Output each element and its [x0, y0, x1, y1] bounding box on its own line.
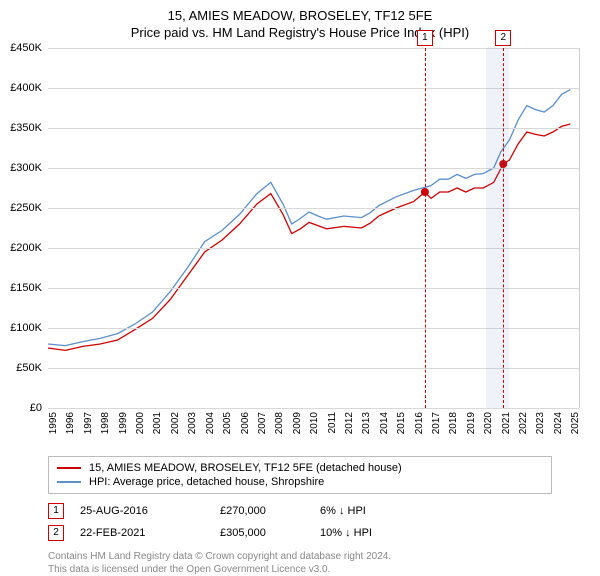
shaded-region: [486, 48, 510, 408]
legend: 15, AMIES MEADOW, BROSELEY, TF12 5FE (de…: [48, 456, 552, 494]
y-axis-label: £0: [30, 402, 42, 414]
event-row: 2 22-FEB-2021£305,00010% ↓ HPI: [48, 522, 552, 544]
y-axis-label: £50K: [16, 362, 42, 374]
event-marker-label: 2: [495, 30, 511, 46]
x-axis-label: 2005: [222, 412, 233, 434]
x-axis-label: 2025: [570, 412, 581, 434]
attribution: Contains HM Land Registry data © Crown c…: [48, 550, 552, 576]
x-axis-label: 1996: [65, 412, 76, 434]
x-axis-label: 2003: [187, 412, 198, 434]
x-axis-label: 2000: [135, 412, 146, 434]
x-axis-label: 2009: [292, 412, 303, 434]
x-axis-label: 2011: [327, 412, 338, 434]
attribution-line: This data is licensed under the Open Gov…: [48, 563, 552, 576]
x-axis-label: 2018: [448, 412, 459, 434]
x-axis-label: 2017: [431, 412, 442, 434]
x-axis-label: 2008: [274, 412, 285, 434]
event-price: £270,000: [220, 505, 320, 517]
chart-title: 15, AMIES MEADOW, BROSELEY, TF12 5FE: [0, 0, 600, 23]
x-axis-label: 2020: [483, 412, 494, 434]
y-axis-label: £350K: [10, 122, 42, 134]
y-axis-label: £450K: [10, 42, 42, 54]
x-axis-label: 1998: [100, 412, 111, 434]
x-axis-label: 1997: [83, 412, 94, 434]
event-number: 2: [48, 525, 64, 541]
x-axis-label: 1999: [118, 412, 129, 434]
event-price: £305,000: [220, 527, 320, 539]
x-axis-label: 2019: [466, 412, 477, 434]
event-row: 1 25-AUG-2016£270,0006% ↓ HPI: [48, 500, 552, 522]
x-axis-label: 2002: [170, 412, 181, 434]
y-axis-label: £100K: [10, 322, 42, 334]
x-axis-label: 2012: [344, 412, 355, 434]
event-diff: 6% ↓ HPI: [320, 505, 420, 517]
legend-swatch: [57, 481, 81, 483]
y-axis-label: £300K: [10, 162, 42, 174]
x-axis-label: 2001: [152, 412, 163, 434]
legend-swatch: [57, 467, 81, 469]
y-axis-label: £250K: [10, 202, 42, 214]
x-axis-label: 2014: [379, 412, 390, 434]
chart-plot-area: £0£50K£100K£150K£200K£250K£300K£350K£400…: [48, 48, 580, 408]
legend-label: HPI: Average price, detached house, Shro…: [89, 476, 324, 488]
event-number: 1: [48, 503, 64, 519]
event-marker-label: 1: [417, 30, 433, 46]
x-axis-label: 2022: [518, 412, 529, 434]
x-axis-label: 2024: [553, 412, 564, 434]
events-table: 1 25-AUG-2016£270,0006% ↓ HPI 2 22-FEB-2021…: [48, 500, 552, 544]
event-line: [503, 48, 504, 408]
attribution-line: Contains HM Land Registry data © Crown c…: [48, 550, 552, 563]
x-axis-label: 2010: [309, 412, 320, 434]
event-line: [425, 48, 426, 408]
y-axis-label: £150K: [10, 282, 42, 294]
x-axis-label: 2023: [535, 412, 546, 434]
x-axis-label: 1995: [48, 412, 59, 434]
x-axis-label: 2004: [205, 412, 216, 434]
legend-item: HPI: Average price, detached house, Shro…: [57, 475, 543, 489]
event-date: 22-FEB-2021: [80, 527, 220, 539]
event-date: 25-AUG-2016: [80, 505, 220, 517]
y-axis-label: £200K: [10, 242, 42, 254]
x-axis-label: 2015: [396, 412, 407, 434]
x-axis-label: 2007: [257, 412, 268, 434]
x-axis-label: 2016: [414, 412, 425, 434]
legend-item: 15, AMIES MEADOW, BROSELEY, TF12 5FE (de…: [57, 461, 543, 475]
event-diff: 10% ↓ HPI: [320, 527, 420, 539]
x-axis-label: 2021: [501, 412, 512, 434]
legend-label: 15, AMIES MEADOW, BROSELEY, TF12 5FE (de…: [89, 462, 402, 474]
y-axis-label: £400K: [10, 82, 42, 94]
x-axis-label: 2013: [361, 412, 372, 434]
x-axis-label: 2006: [240, 412, 251, 434]
x-axis-labels: 1995 1996 1997 1998 1999 2000 2001 2002 2003 2004…: [48, 408, 580, 450]
